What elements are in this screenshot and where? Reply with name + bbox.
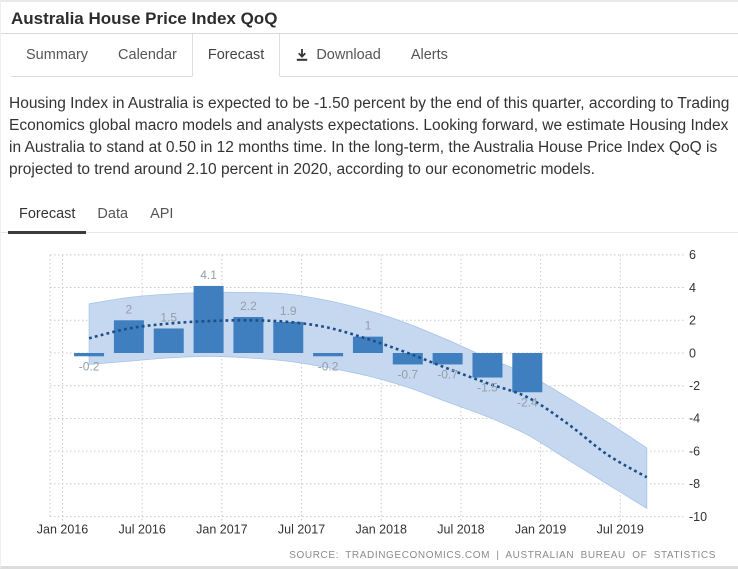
svg-text:Jul 2017: Jul 2017 (278, 523, 325, 537)
tabs-filler (462, 34, 738, 77)
main-tabs: Summary Calendar Forecast Download Alert… (1, 34, 738, 77)
tab-download-label: Download (316, 47, 381, 63)
tab-download[interactable]: Download (280, 34, 396, 77)
svg-text:2: 2 (689, 314, 696, 328)
tab-summary[interactable]: Summary (11, 34, 104, 77)
svg-text:-0.7: -0.7 (437, 367, 458, 381)
page-header: Australia House Price Index QoQ (1, 2, 738, 34)
svg-text:2: 2 (126, 302, 133, 316)
svg-text:-4: -4 (689, 412, 700, 426)
svg-text:-2.4: -2.4 (517, 395, 538, 409)
subtab-data[interactable]: Data (97, 206, 129, 222)
svg-text:4: 4 (689, 281, 696, 295)
download-icon (295, 48, 309, 62)
tab-alerts[interactable]: Alerts (395, 34, 463, 77)
tab-summary-label: Summary (26, 47, 89, 63)
svg-text:4.1: 4.1 (200, 268, 217, 282)
svg-text:-2: -2 (689, 379, 700, 393)
svg-text:Jan 2018: Jan 2018 (356, 523, 407, 537)
svg-text:6: 6 (689, 248, 696, 262)
svg-text:-6: -6 (689, 444, 700, 458)
svg-text:1.9: 1.9 (280, 304, 297, 318)
svg-text:1.5: 1.5 (160, 310, 177, 324)
svg-text:Jul 2016: Jul 2016 (119, 523, 166, 537)
source-attribution: SOURCE: TRADINGECONOMICS.COM | AUSTRALIA… (289, 550, 716, 561)
svg-text:Jul 2019: Jul 2019 (597, 523, 644, 537)
svg-text:Jan 2016: Jan 2016 (37, 523, 88, 537)
chart-canvas: 6 4 2 0 -2 -4 -6 -8 -10 Jan 2016 Jul 2016 Jan 2017 J… (37, 248, 707, 537)
forecast-chart: 6 4 2 0 -2 -4 -6 -8 -10 Jan 2016 Jul 2016 Jan 2017 J… (1, 243, 738, 545)
svg-text:Jan 2019: Jan 2019 (515, 523, 566, 537)
svg-text:1: 1 (365, 319, 372, 333)
svg-text:2.2: 2.2 (240, 299, 257, 313)
tab-alerts-label: Alerts (410, 47, 448, 63)
tab-forecast[interactable]: Forecast (191, 34, 281, 77)
subtab-forecast[interactable]: Forecast (8, 198, 87, 234)
svg-text:-0.7: -0.7 (397, 367, 418, 381)
page-title: Australia House Price Index QoQ (11, 9, 278, 28)
svg-text:0: 0 (689, 346, 696, 360)
svg-text:-8: -8 (689, 477, 700, 491)
tab-calendar-label: Calendar (118, 47, 177, 63)
view-tabs: Forecast Data API (1, 198, 738, 234)
svg-text:-0.2: -0.2 (79, 359, 100, 373)
svg-text:Jan 2017: Jan 2017 (196, 523, 247, 537)
subtab-api[interactable]: API (150, 206, 174, 222)
svg-text:-0.2: -0.2 (318, 359, 339, 373)
forecast-description: Housing Index in Australia is expected t… (9, 95, 730, 178)
svg-text:Jul 2018: Jul 2018 (437, 523, 484, 537)
svg-text:-1.5: -1.5 (477, 381, 498, 395)
svg-text:-10: -10 (689, 510, 707, 524)
tab-forecast-label: Forecast (207, 47, 265, 63)
tab-calendar[interactable]: Calendar (103, 34, 192, 77)
